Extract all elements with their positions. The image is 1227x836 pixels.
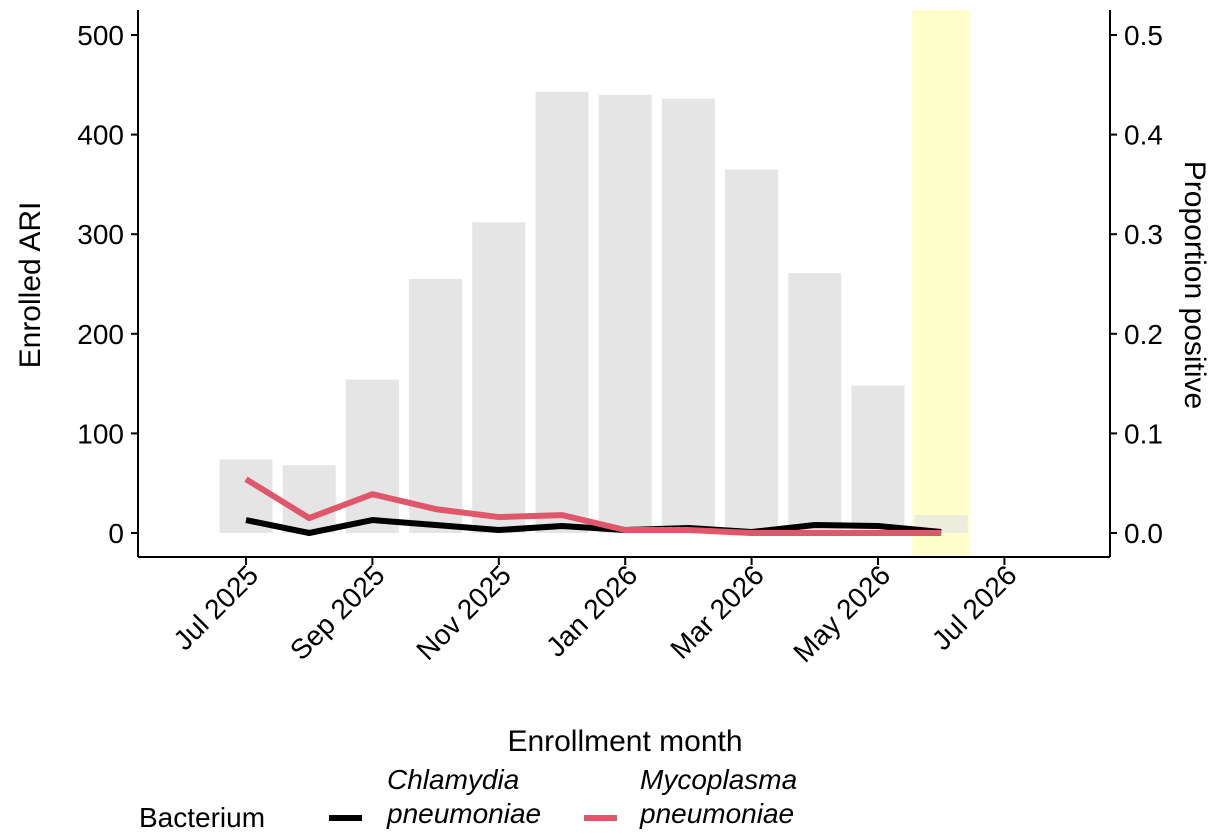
y-axis-left-title: Enrolled ARI [14,202,47,369]
y-right-tick-label: 0.5 [1124,20,1163,51]
x-tick-label: Sep 2025 [284,559,391,666]
legend-label-mycoplasma-line2: pneumoniae [639,798,794,829]
y-right-tick-label: 0.1 [1124,418,1163,449]
bar-2026-04 [788,273,842,533]
bar-2025-10 [409,279,463,533]
x-tick-label: Jan 2026 [540,559,643,662]
highlight-layer [912,10,971,557]
bar-2025-08 [282,465,336,533]
y-left-tick-label: 300 [77,219,124,250]
legend-label-chlamydia-line1: Chlamydia [387,764,519,795]
y-right-tick-label: 0.3 [1124,219,1163,250]
y-right-tick-label: 0.0 [1124,518,1163,549]
axes-layer [137,10,1111,558]
y-axis-right-title: Proportion positive [1178,161,1211,409]
legend-title: Bacterium [139,802,265,833]
x-tick-label: May 2026 [787,559,896,668]
highlight-band [912,10,971,557]
y-right-tick-label: 0.2 [1124,319,1163,350]
bar-2026-01 [598,94,652,533]
series-line-0 [245,517,942,536]
series-line-1 [244,476,942,536]
x-tick-label: Jul 2026 [926,559,1023,656]
bar-2026-02 [661,98,715,533]
y-left-tick-label: 0 [108,518,124,549]
x-tick-label: Jul 2025 [167,559,264,656]
legend-label-chlamydia-line2: pneumoniae [386,798,541,829]
y-left-tick-label: 200 [77,319,124,350]
bar-2025-12 [535,91,589,533]
bar-2026-03 [725,169,779,533]
bars-layer [219,91,968,534]
y-right-tick-label: 0.4 [1124,120,1163,151]
bar-2025-11 [472,222,526,534]
legend: Bacterium Chlamydia pneumoniae Mycoplasm… [139,764,797,833]
x-tick-label: Nov 2025 [410,559,517,666]
legend-label-mycoplasma-line1: Mycoplasma [640,764,797,795]
y-left-tick-label: 100 [77,418,124,449]
bar-2025-09 [345,379,399,533]
x-axis-title: Enrollment month [507,725,742,758]
lines-layer [244,476,942,536]
y-left-tick-label: 400 [77,120,124,151]
y-left-tick-label: 500 [77,20,124,51]
x-tick-label: Mar 2026 [664,559,770,665]
bar-2026-05 [851,385,905,533]
